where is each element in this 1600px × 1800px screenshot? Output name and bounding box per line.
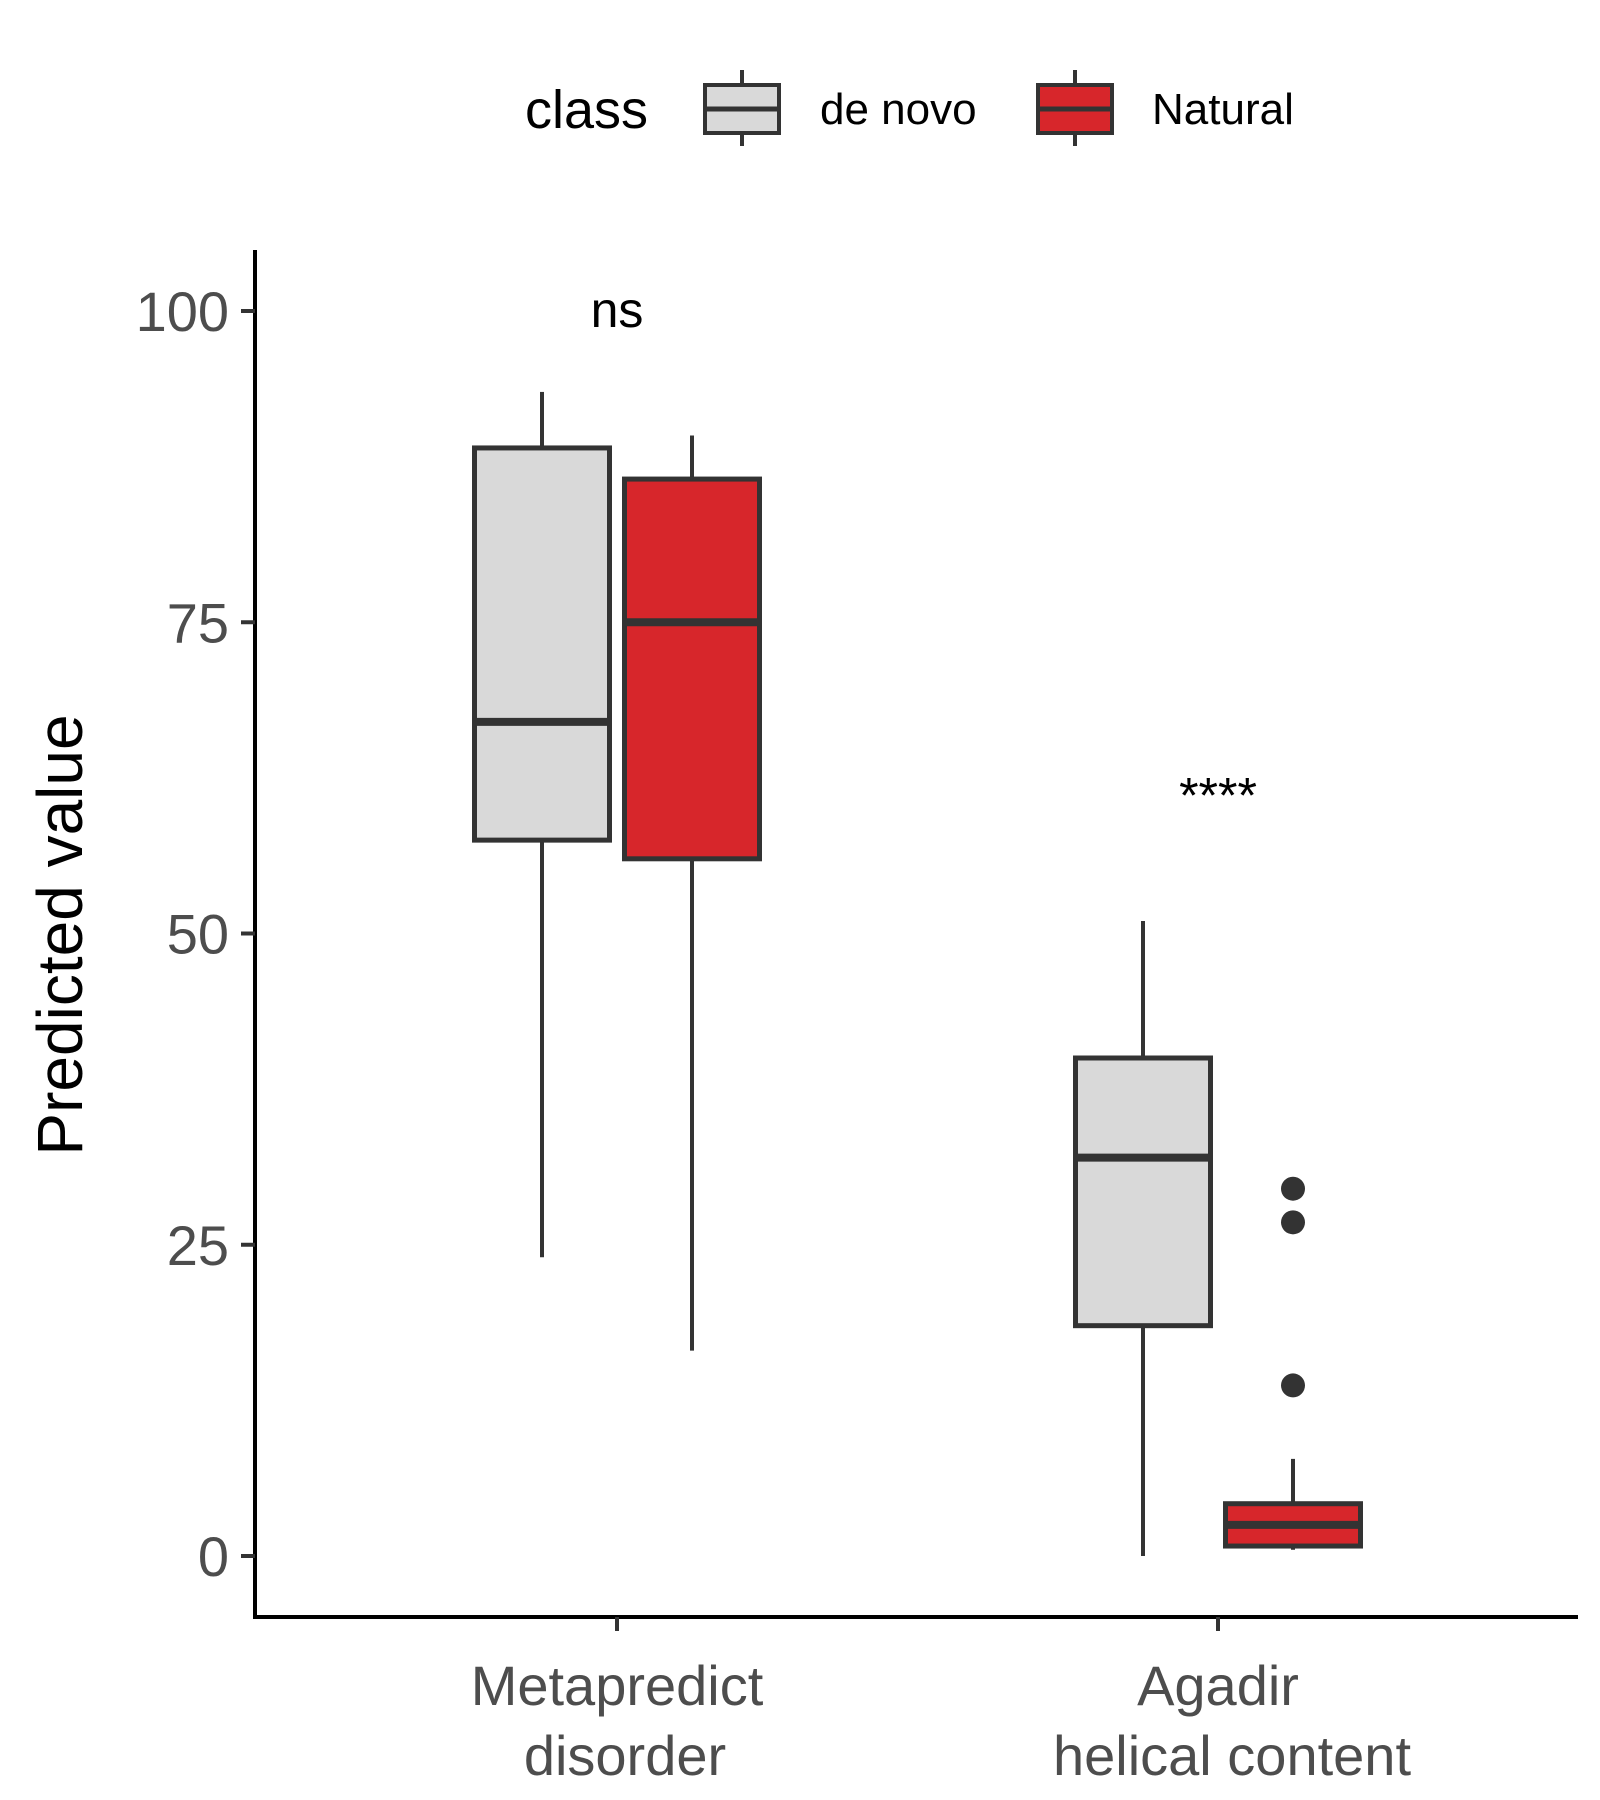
y-tick-label: 25: [167, 1214, 229, 1277]
legend-item-natural: Natural: [1036, 70, 1294, 146]
boxes-layer: [472, 391, 1363, 1556]
box-de-novo-0: [472, 391, 612, 1258]
legend-label: Natural: [1152, 85, 1294, 134]
outlier-point: [1281, 1210, 1305, 1235]
x-tick-label: Agadir helical content: [1053, 1654, 1411, 1787]
outlier-point: [1281, 1176, 1305, 1201]
axes: 0 25 50 75 100 Metapredict disorder Agadir helic…: [136, 250, 1578, 1787]
legend-title: class: [525, 80, 648, 140]
y-axis-title: Predicted value: [24, 714, 96, 1155]
box-natural-0: [622, 435, 762, 1351]
box-iqr: [622, 476, 762, 862]
outlier-point: [1281, 1373, 1305, 1398]
y-tick-label: 75: [167, 591, 229, 654]
box-iqr: [1073, 1055, 1213, 1329]
significance-annotations: ns ****: [591, 282, 1257, 824]
y-tick-label: 100: [136, 280, 229, 343]
significance-label: ns: [591, 282, 644, 338]
legend: class de novo Natural: [525, 70, 1294, 146]
box-natural-1: [1223, 1176, 1363, 1550]
y-tick-label: 0: [198, 1525, 229, 1588]
box-de-novo-1: [1073, 921, 1213, 1556]
legend-label: de novo: [820, 85, 977, 134]
x-tick-label: Metapredict disorder: [471, 1654, 764, 1787]
legend-item-de-novo: de novo: [703, 70, 977, 146]
y-tick-label: 50: [167, 903, 229, 966]
box-iqr: [472, 445, 612, 843]
significance-label: ****: [1179, 768, 1257, 824]
